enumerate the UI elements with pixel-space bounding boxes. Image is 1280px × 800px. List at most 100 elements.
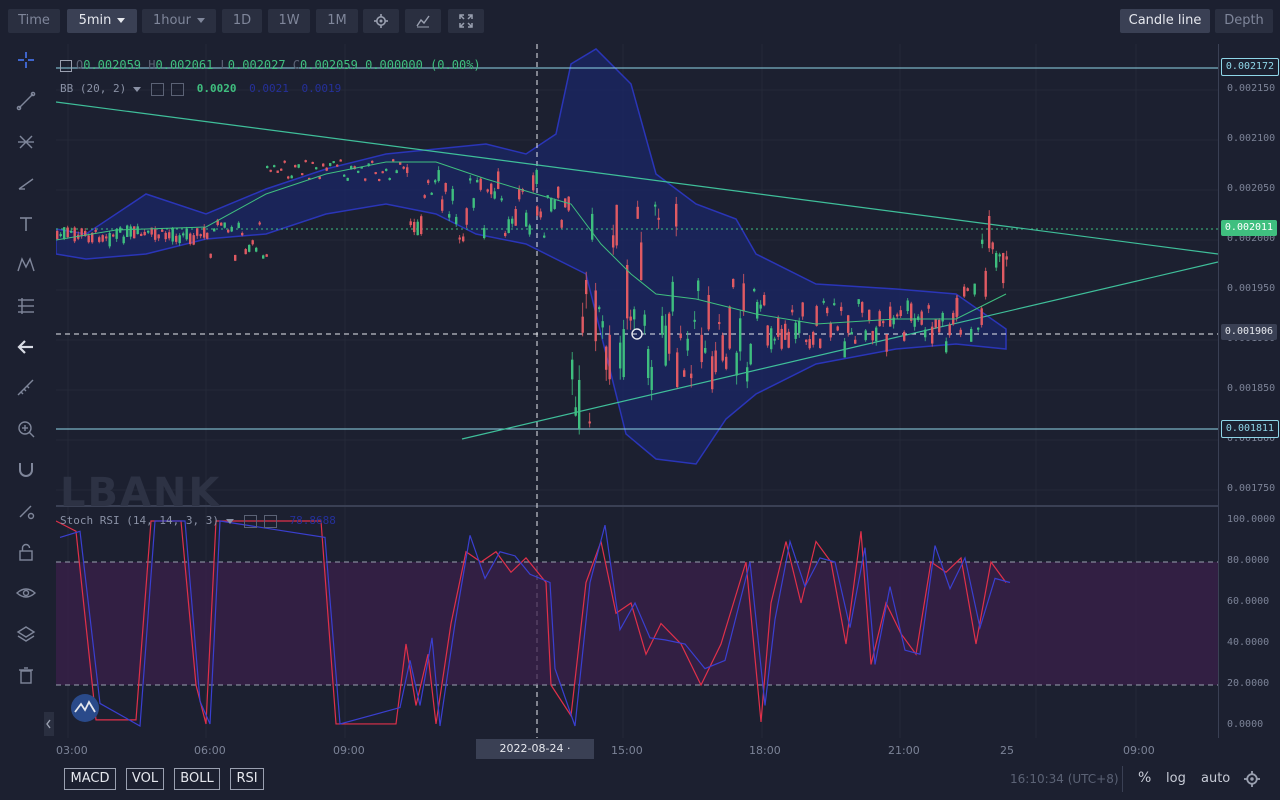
crosshair-time-tag: 2022-08-24 · 06:05:00 <box>476 739 594 775</box>
bollinger-band <box>55 48 1007 465</box>
chevron-down-icon[interactable] <box>132 86 141 92</box>
top-toolbar: Time 5min 1hour 1D 1W 1M Candle line Dep… <box>0 0 1280 42</box>
auto-scale-toggle[interactable]: auto <box>1201 771 1231 786</box>
trash-icon[interactable] <box>14 663 38 687</box>
expand-icon <box>459 13 473 28</box>
close-icon[interactable] <box>171 82 185 96</box>
interval-5min-dropdown[interactable]: 5min <box>67 9 137 33</box>
price-axis[interactable]: 0.002150 0.002100 0.002050 0.002000 0.00… <box>1218 44 1280 738</box>
candle-line-button[interactable]: Candle line <box>1120 9 1210 33</box>
crosshair-price-tag: 0.001906 <box>1221 324 1277 340</box>
rsi-tick: 80.0000 <box>1227 555 1270 566</box>
close-label: C <box>292 58 301 72</box>
price-tick: 0.002000 <box>1227 233 1276 244</box>
chevron-down-icon <box>197 18 206 23</box>
time-tick: 18:00 <box>749 744 781 757</box>
interval-label: 5min <box>78 13 112 28</box>
price-tick: 0.001850 <box>1227 383 1276 394</box>
ohlc-toggle-icon[interactable] <box>60 59 72 72</box>
indicators-button[interactable] <box>405 9 441 33</box>
time-tick: 03:00 <box>56 744 88 757</box>
draw-mode-icon[interactable] <box>14 499 38 523</box>
trend-line-icon[interactable] <box>14 89 38 113</box>
divider <box>1122 766 1123 792</box>
price-tick: 0.001800 <box>1227 433 1276 444</box>
gear-icon <box>374 13 388 28</box>
gear-icon[interactable] <box>1244 771 1260 787</box>
price-tick: 0.002100 <box>1227 133 1276 144</box>
rsi-tick: 0.0000 <box>1227 719 1264 730</box>
price-tick: 0.001950 <box>1227 283 1276 294</box>
chevron-down-icon[interactable] <box>225 518 234 524</box>
close-value: 0.002059 <box>300 58 358 72</box>
multi-line-icon[interactable] <box>14 130 38 154</box>
stoch-rsi-label: Stoch RSI (14, 14, 3, 3) <box>60 514 219 527</box>
depth-button[interactable]: Depth <box>1215 9 1273 33</box>
time-button[interactable]: Time <box>8 9 60 33</box>
ray-icon[interactable] <box>14 171 38 195</box>
open-value: 0.002059 <box>83 58 142 72</box>
low-value: 0.002027 <box>227 58 286 72</box>
measure-icon[interactable] <box>14 376 38 400</box>
chevron-down-icon <box>117 18 126 23</box>
stoch-rsi-value: 78.8688 <box>289 514 336 527</box>
crosshair-marker <box>631 328 643 340</box>
descending-trendline <box>55 101 1219 255</box>
bb-mid-value: 0.0020 <box>196 82 237 95</box>
bb-legend: BB (20, 2) 0.0020 0.0021 0.0019 <box>60 82 341 96</box>
server-clock: 16:10:34 (UTC+8) <box>1010 772 1119 786</box>
bb-label: BB (20, 2) <box>60 82 127 95</box>
magnet-icon[interactable] <box>14 458 38 482</box>
settings-icon[interactable] <box>244 514 258 528</box>
price-tick: 0.001750 <box>1227 483 1276 494</box>
time-tick: 15:00 <box>611 744 643 757</box>
interval-1w-button[interactable]: 1W <box>268 9 310 33</box>
interval-1hour-dropdown[interactable]: 1hour <box>142 9 216 33</box>
collapse-sidebar-icon[interactable] <box>44 712 54 736</box>
fibonacci-icon[interactable] <box>14 294 38 318</box>
price-level-tag: 0.002172 <box>1221 58 1279 76</box>
current-price-tag: 0.002011 <box>1221 220 1277 236</box>
pattern-icon[interactable] <box>14 253 38 277</box>
time-tick: 21:00 <box>888 744 920 757</box>
close-icon[interactable] <box>263 514 277 528</box>
bollinger-mid-line <box>55 161 1007 325</box>
ascending-trendline <box>461 261 1219 440</box>
settings-icon[interactable] <box>151 82 165 96</box>
lock-icon[interactable] <box>14 540 38 564</box>
price-tick: 0.002150 <box>1227 83 1276 94</box>
time-tick: 09:00 <box>1123 744 1155 757</box>
price-level-tag: 0.001811 <box>1221 420 1279 438</box>
ohlc-readout: O0.002059 H0.002061 L0.002027 C0.002059 … <box>60 58 481 72</box>
bb-upper-value: 0.0021 <box>249 82 289 95</box>
change-value: 0.000000 (0.00%) <box>365 58 481 72</box>
rsi-tick: 60.0000 <box>1227 596 1270 607</box>
price-chart[interactable] <box>55 44 1219 738</box>
chart-indicator-icon <box>416 15 430 27</box>
fullscreen-button[interactable] <box>448 9 484 33</box>
eye-icon[interactable] <box>14 581 38 605</box>
vol-button[interactable]: VOL <box>126 768 164 790</box>
interval-1m-button[interactable]: 1M <box>316 9 358 33</box>
interval-1d-button[interactable]: 1D <box>222 9 262 33</box>
time-tick: 25 <box>1000 744 1014 757</box>
zoom-in-icon[interactable] <box>14 417 38 441</box>
log-scale-toggle[interactable]: log <box>1166 771 1186 786</box>
high-label: H <box>148 58 156 72</box>
chart-canvas[interactable] <box>55 44 1219 738</box>
high-value: 0.002061 <box>155 58 214 72</box>
drawing-tools-sidebar <box>0 42 54 742</box>
open-label: O <box>76 58 84 72</box>
boll-button[interactable]: BOLL <box>174 768 220 790</box>
text-icon[interactable] <box>14 212 38 236</box>
crosshair-icon[interactable] <box>14 48 38 72</box>
interval-label: 1hour <box>152 13 192 28</box>
brand-badge-glyph <box>74 700 96 713</box>
layers-icon[interactable] <box>14 622 38 646</box>
macd-button[interactable]: MACD <box>64 768 116 790</box>
percent-scale-toggle[interactable]: % <box>1138 770 1152 786</box>
rsi-tick: 100.0000 <box>1227 514 1276 525</box>
arrow-left-icon[interactable] <box>14 335 38 359</box>
settings-button[interactable] <box>363 9 399 33</box>
rsi-button[interactable]: RSI <box>230 768 264 790</box>
